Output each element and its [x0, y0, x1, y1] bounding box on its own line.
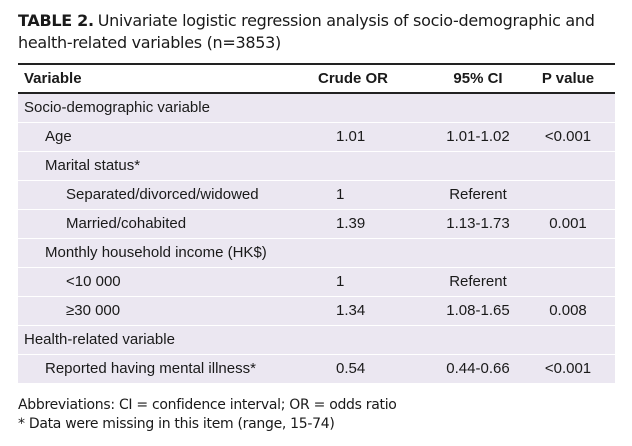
table-row: Reported having mental illness* 0.54 0.44-… [18, 355, 615, 384]
cell-ci: 1.08-1.65 [446, 302, 510, 319]
header-cell: Crude OR [318, 70, 389, 87]
cell-p: 0.001 [549, 215, 587, 232]
cell-crude-or: 1.01 [336, 128, 366, 145]
table-row: Socio-demographic variable [18, 94, 615, 123]
cell-crude-or: 1.39 [336, 215, 366, 232]
cell-crude-or: 1.34 [336, 302, 366, 319]
table-row: Married/cohabited 1.39 1.13-1.73 0.001 [18, 210, 615, 239]
header-cell: Variable [24, 70, 82, 87]
cell-crude-or: 1 [336, 273, 345, 290]
cell-ci: 0.44-0.66 [446, 360, 510, 377]
cell-ci: Referent [449, 186, 507, 203]
row-label: Married/cohabited [66, 215, 187, 232]
row-label: Socio-demographic variable [24, 99, 210, 116]
table-row: ≥30 000 1.34 1.08-1.65 0.008 [18, 297, 615, 326]
cell-p: 0.008 [549, 302, 587, 319]
footnote: * Data were missing in this item (range,… [18, 416, 335, 432]
row-label: ≥30 000 [66, 302, 121, 319]
footnote: Abbreviations: CI = confidence interval;… [18, 397, 397, 413]
row-label: Separated/divorced/widowed [66, 186, 259, 203]
cell-ci: Referent [449, 273, 507, 290]
header-cell: P value [541, 70, 595, 87]
cell-crude-or: 0.54 [336, 360, 366, 377]
table-row: Separated/divorced/widowed 1 Referent [18, 181, 615, 210]
row-label: Health-related variable [24, 331, 175, 348]
table-row: Monthly household income (HK$) [18, 239, 615, 268]
cell-ci: 1.13-1.73 [446, 215, 510, 232]
row-label: <10 000 [66, 273, 121, 290]
cell-p: <0.001 [544, 128, 592, 145]
row-label: Monthly household income (HK$) [45, 244, 267, 261]
table-row: Age 1.01 1.01-1.02 <0.001 [18, 123, 615, 152]
row-label: Marital status* [45, 157, 141, 174]
table-row: <10 000 1 Referent [18, 268, 615, 297]
cell-p: <0.001 [544, 360, 592, 377]
row-label: Age [45, 128, 72, 145]
table: Variable Crude OR 95% CI P value Socio-demog… [18, 63, 615, 384]
title-label: TABLE 2. [18, 11, 94, 30]
table-title: TABLE 2. Univariate logistic regression a… [18, 10, 618, 54]
row-label: Reported having mental illness* [45, 360, 256, 377]
title-text: Univariate logistic regression analysis … [18, 11, 595, 52]
table-row: Marital status* [18, 152, 615, 181]
header-cell: 95% CI [453, 70, 503, 87]
cell-crude-or: 1 [336, 186, 345, 203]
cell-ci: 1.01-1.02 [446, 128, 510, 145]
table-row: Health-related variable [18, 326, 615, 355]
header-row: Variable Crude OR 95% CI P value [18, 63, 615, 94]
